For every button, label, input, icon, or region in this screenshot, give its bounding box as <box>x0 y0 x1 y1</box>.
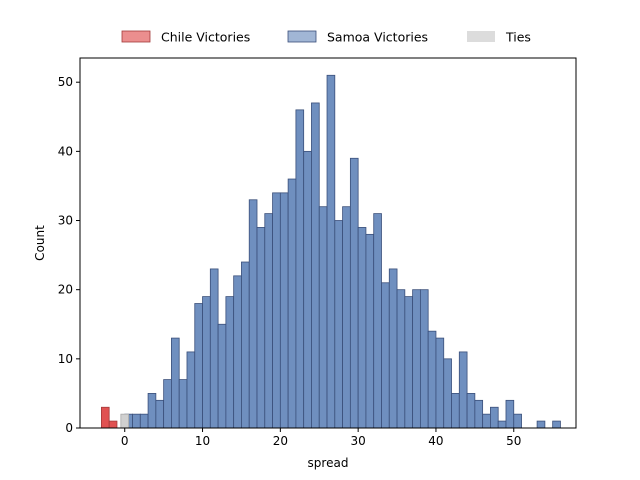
bar-series-1-bin-29 <box>349 157 359 429</box>
bar-series-0-bin-0 <box>100 406 110 429</box>
bars <box>100 74 561 429</box>
bar-series-1-bin-5 <box>163 379 172 429</box>
bar-series-1-bin-17 <box>256 227 266 429</box>
bar-series-1-bin-46 <box>482 413 491 429</box>
bar-series-1-bin-10 <box>202 296 211 429</box>
x-tick-label-1: 10 <box>195 434 210 448</box>
bar-series-1-bin-22 <box>295 109 305 429</box>
bar-series-1-bin-31 <box>365 233 375 429</box>
bar-series-1-bin-40 <box>435 337 445 429</box>
bar-series-1-bin-32 <box>373 213 382 429</box>
x-tick-label-4: 40 <box>428 434 443 448</box>
legend-swatch-1 <box>287 30 317 43</box>
bar-series-1-bin-43 <box>458 351 468 429</box>
y-tick-label-2: 20 <box>58 283 73 297</box>
legend-swatch-0 <box>121 30 151 43</box>
bar-series-1-bin-36 <box>404 296 414 429</box>
legend-swatch-2 <box>467 31 495 42</box>
bar-series-1-bin-38 <box>419 289 429 429</box>
bar-series-0-bin-1 <box>108 420 118 429</box>
bar-series-1-bin-24 <box>311 102 320 429</box>
bar-series-1-bin-11 <box>209 268 219 429</box>
bar-series-2-bin-0 <box>120 413 130 429</box>
bar-series-1-bin-23 <box>303 150 312 429</box>
bar-series-1-bin-6 <box>171 337 180 429</box>
bar-series-1-bin-50 <box>513 413 522 429</box>
bar-series-1-bin-52 <box>552 420 561 429</box>
bar-series-1-bin-1 <box>132 413 141 429</box>
legend-label-1: Samoa Victories <box>327 30 428 45</box>
bar-series-1-bin-30 <box>357 227 367 429</box>
y-axis-title: Count <box>33 225 47 261</box>
bar-series-1-bin-20 <box>279 192 289 429</box>
bar-series-1-bin-42 <box>451 393 460 429</box>
x-axis-ticks: 0 10 20 30 40 50 <box>121 428 521 448</box>
bar-series-1-bin-49 <box>505 399 515 429</box>
bar-series-1-bin-45 <box>474 399 484 429</box>
bar-series-1-bin-15 <box>241 261 250 429</box>
legend: Chile Victories Samoa Victories Ties <box>121 30 531 45</box>
bar-series-1-bin-26 <box>326 74 336 429</box>
bar-series-1-bin-16 <box>248 199 258 429</box>
y-tick-label-4: 40 <box>58 144 73 158</box>
legend-label-2: Ties <box>505 30 531 45</box>
y-tick-label-0: 0 <box>65 421 73 435</box>
bar-series-1-bin-37 <box>412 289 421 429</box>
y-axis-ticks: 0 10 20 30 40 50 <box>58 75 80 435</box>
bar-series-1-bin-41 <box>443 358 452 429</box>
x-axis-title: spread <box>308 456 349 470</box>
bar-series-1-bin-14 <box>233 275 242 429</box>
bar-series-1-bin-19 <box>272 192 281 429</box>
legend-label-0: Chile Victories <box>161 30 250 45</box>
bar-series-1-bin-48 <box>497 420 507 429</box>
bar-series-1-bin-35 <box>396 289 406 429</box>
bar-series-1-bin-9 <box>194 303 203 429</box>
bar-series-1-bin-28 <box>342 206 351 429</box>
bar-series-1-bin-51 <box>536 420 546 429</box>
bar-series-1-bin-47 <box>490 406 499 429</box>
bar-series-1-bin-33 <box>381 282 390 429</box>
bar-series-1-bin-27 <box>334 220 343 429</box>
bar-series-1-bin-25 <box>318 206 328 429</box>
bar-series-1-bin-21 <box>287 178 297 429</box>
bar-series-1-bin-34 <box>388 268 398 429</box>
bar-series-1-bin-12 <box>217 323 227 429</box>
bar-series-1-bin-44 <box>466 393 476 429</box>
bar-series-1-bin-7 <box>178 379 188 429</box>
x-tick-label-3: 30 <box>351 434 366 448</box>
x-tick-label-2: 20 <box>273 434 288 448</box>
x-tick-label-0: 0 <box>121 434 129 448</box>
bar-series-1-bin-39 <box>427 330 437 429</box>
bar-series-1-bin-4 <box>155 399 165 429</box>
y-tick-label-3: 30 <box>58 214 73 228</box>
bar-series-1-bin-18 <box>264 213 273 429</box>
bar-series-1-bin-3 <box>147 393 157 429</box>
bar-series-1-bin-2 <box>139 413 149 429</box>
bar-series-1-bin-8 <box>186 351 196 429</box>
x-tick-label-5: 50 <box>506 434 521 448</box>
plot-frame <box>79 57 577 429</box>
bar-series-1-bin-13 <box>225 296 235 429</box>
y-tick-label-5: 50 <box>58 75 73 89</box>
y-tick-label-1: 10 <box>58 352 73 366</box>
